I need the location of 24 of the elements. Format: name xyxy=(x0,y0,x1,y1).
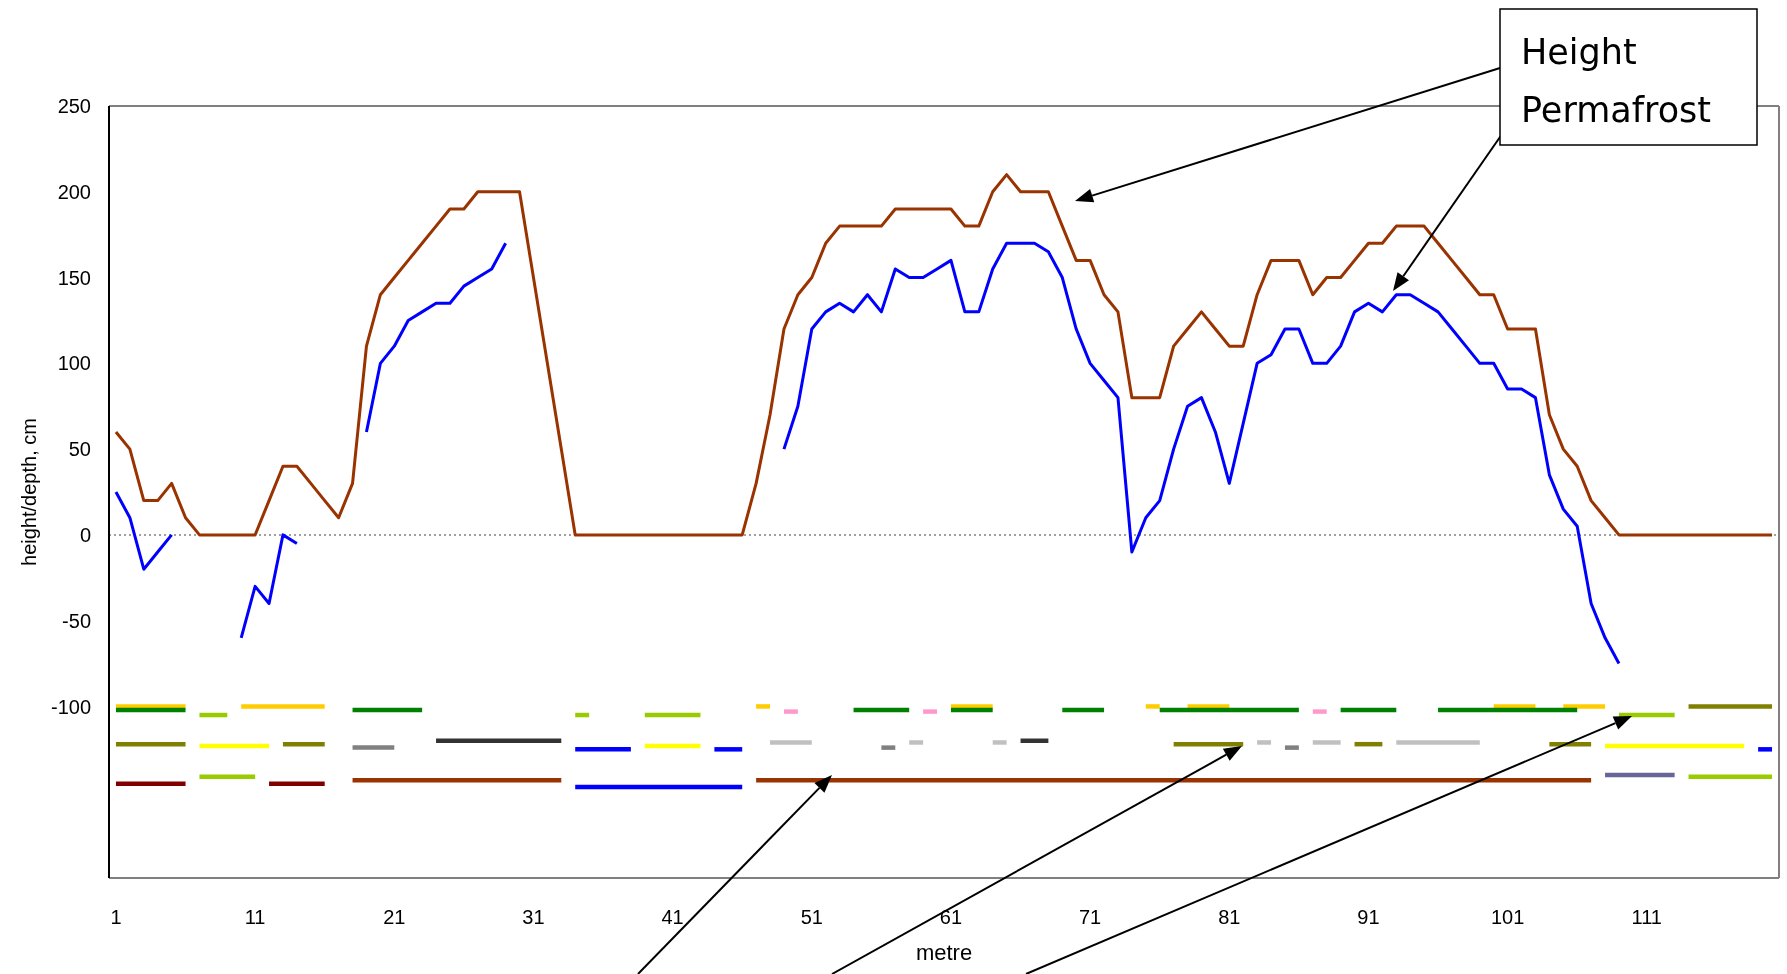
y-tick-label: 200 xyxy=(57,180,91,203)
text: Height xyxy=(1521,32,1637,72)
y-axis-title: height/depth, cm xyxy=(18,418,41,566)
y-tick-label: 50 xyxy=(68,438,91,461)
x-tick-label: 91 xyxy=(1357,906,1380,929)
x-tick-label: 51 xyxy=(800,906,823,929)
x-axis-title: metre xyxy=(915,940,973,965)
y-tick-label: -100 xyxy=(50,695,91,718)
y-tick-label: 100 xyxy=(57,352,91,375)
x-tick-label: 111 xyxy=(1631,906,1662,929)
y-tick-label: 0 xyxy=(79,523,91,546)
x-tick-label: 71 xyxy=(1079,906,1102,929)
y-tick-label: -50 xyxy=(62,609,91,632)
x-tick-label: 21 xyxy=(383,906,406,929)
y-tick-label: 250 xyxy=(57,95,91,118)
x-tick-label: 101 xyxy=(1490,906,1525,929)
x-tick-label: 31 xyxy=(522,906,545,929)
x-tick-label: 11 xyxy=(244,906,266,929)
line-series xyxy=(114,173,1774,537)
text: Permafrost xyxy=(1521,90,1712,130)
y-tick-label: 150 xyxy=(57,266,91,289)
x-tick-label: 1 xyxy=(110,906,122,929)
x-tick-label: 41 xyxy=(661,906,684,929)
x-tick-label: 81 xyxy=(1218,906,1241,929)
